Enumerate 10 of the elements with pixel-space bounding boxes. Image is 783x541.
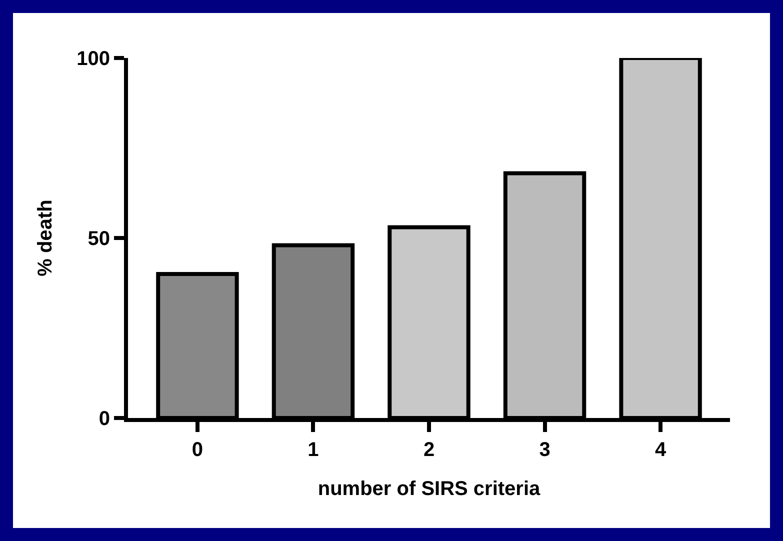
y-tick-label: 50	[88, 228, 110, 250]
x-tick-label: 4	[654, 439, 667, 461]
y-tick-label: 100	[76, 48, 110, 70]
y-tick-label: 0	[98, 408, 110, 430]
x-tick-label: 3	[539, 439, 550, 461]
y-axis-title: % death	[34, 200, 57, 276]
x-tick-label: 2	[423, 439, 435, 461]
x-tick-label: 1	[308, 439, 319, 461]
x-tick-label: 0	[192, 439, 204, 461]
x-axis-title: number of SIRS criteria	[318, 478, 542, 500]
